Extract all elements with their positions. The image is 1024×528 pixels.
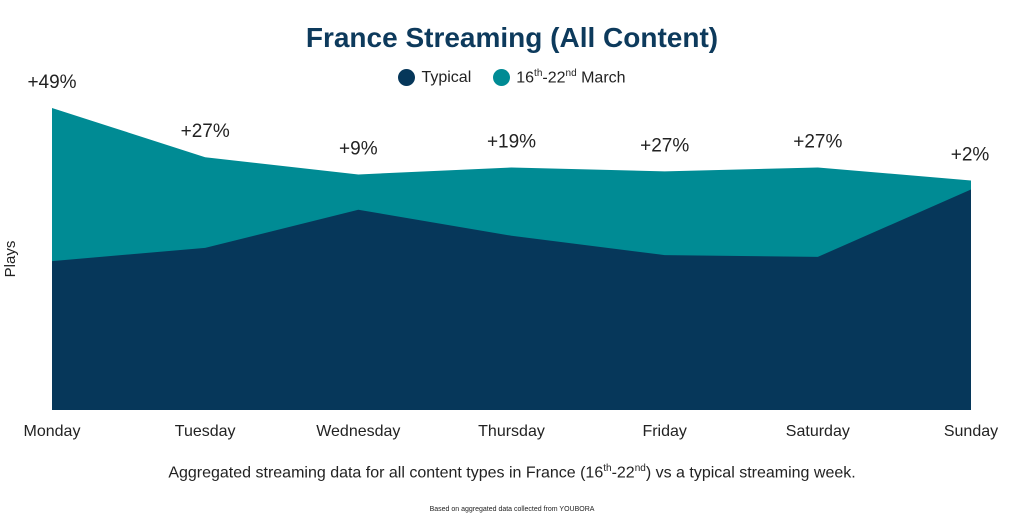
x-tick-label: Sunday: [944, 423, 998, 440]
x-tick-label: Monday: [24, 423, 81, 440]
legend-swatch-march: [493, 69, 511, 87]
legend-label-typical: Typical: [421, 68, 472, 86]
chart-title: France Streaming (All Content): [305, 22, 719, 53]
data-label-change: +49%: [27, 72, 76, 93]
legend-item-typical: Typical: [398, 69, 471, 87]
data-label-change: +27%: [640, 135, 689, 156]
y-axis-label: Plays: [2, 241, 19, 278]
area-series-typical: [52, 189, 971, 410]
data-label-change: +27%: [181, 121, 230, 142]
data-label-change: +27%: [793, 131, 842, 152]
data-label-change: +19%: [487, 131, 536, 152]
x-tick-label: Thursday: [478, 423, 545, 440]
x-tick-label: Wednesday: [316, 423, 400, 440]
legend-item-march: 16th-22nd March: [493, 68, 626, 87]
data-label-change: +9%: [339, 138, 378, 159]
x-tick-label: Saturday: [786, 423, 850, 440]
chart-caption: Aggregated streaming data for all conten…: [168, 463, 856, 482]
legend-label-march: 16th-22nd March: [516, 68, 626, 87]
data-label-change: +2%: [951, 144, 990, 165]
chart-legend: Typical 16th-22nd March: [0, 68, 1024, 87]
source-footnote: Based on aggregated data collected from …: [429, 506, 595, 513]
legend-swatch-typical: [398, 69, 416, 87]
x-tick-label: Tuesday: [175, 423, 236, 440]
x-tick-label: Friday: [642, 423, 686, 440]
